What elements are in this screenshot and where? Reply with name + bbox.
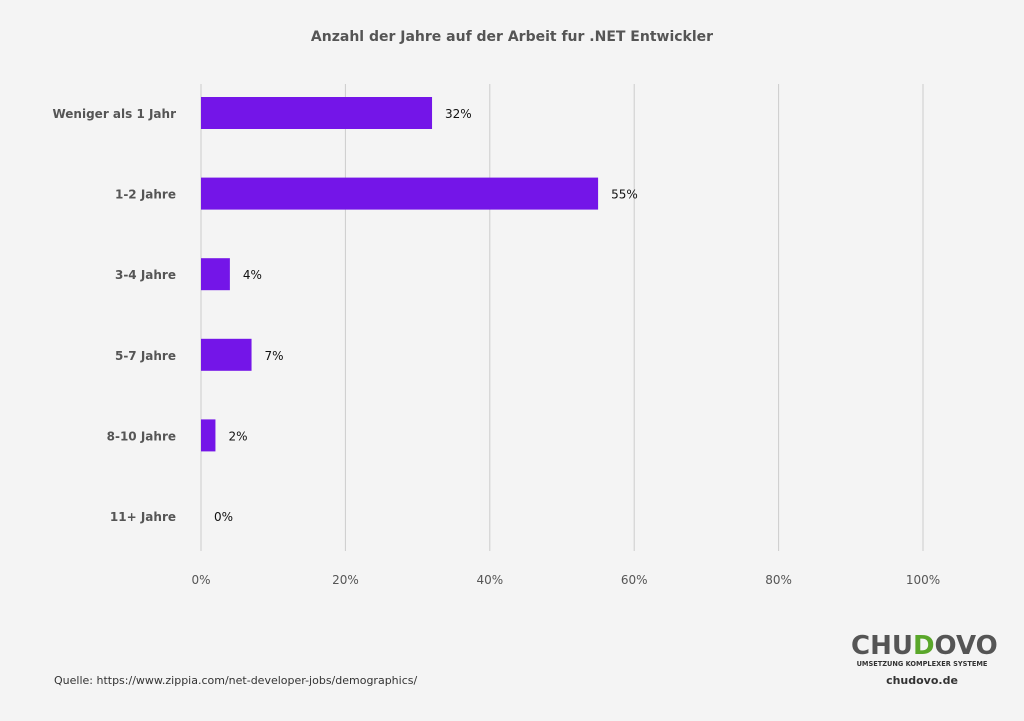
category-label: 8-10 Jahre: [107, 429, 176, 443]
category-label: 1-2 Jahre: [115, 188, 176, 202]
category-label: 3-4 Jahre: [115, 268, 176, 282]
logo-wordmark: CHUDOVO: [851, 631, 998, 661]
website-link[interactable]: chudovo.de: [886, 674, 958, 687]
bar: [201, 177, 599, 210]
x-tick-label: 80%: [765, 573, 792, 587]
data-label: 55%: [611, 188, 638, 202]
source-note: Quelle: https://www.zippia.com/net-devel…: [54, 674, 418, 687]
bar: [201, 258, 230, 291]
chudovo-logo: CHUDOVO UMSETZUNG KOMPLEXER SYSTEME: [851, 631, 998, 668]
chart-title: Anzahl der Jahre auf der Arbeit fur .NET…: [310, 29, 714, 45]
x-tick-label: 0%: [191, 573, 210, 587]
x-tick-label: 20%: [332, 573, 359, 587]
logo-tagline: UMSETZUNG KOMPLEXER SYSTEME: [856, 660, 988, 668]
x-tick-label: 100%: [906, 573, 940, 587]
data-label: 32%: [445, 107, 472, 121]
data-label: 4%: [243, 268, 262, 282]
category-label: 11+ Jahre: [110, 510, 176, 524]
bar: [201, 338, 252, 371]
data-label: 2%: [228, 429, 247, 443]
category-label: 5-7 Jahre: [115, 349, 176, 363]
category-label: Weniger als 1 Jahr: [52, 107, 176, 121]
bar: [201, 419, 216, 452]
x-tick-label: 60%: [621, 573, 648, 587]
x-tick-label: 40%: [476, 573, 503, 587]
data-label: 7%: [265, 349, 284, 363]
data-label: 0%: [214, 510, 233, 524]
bar: [201, 97, 433, 129]
